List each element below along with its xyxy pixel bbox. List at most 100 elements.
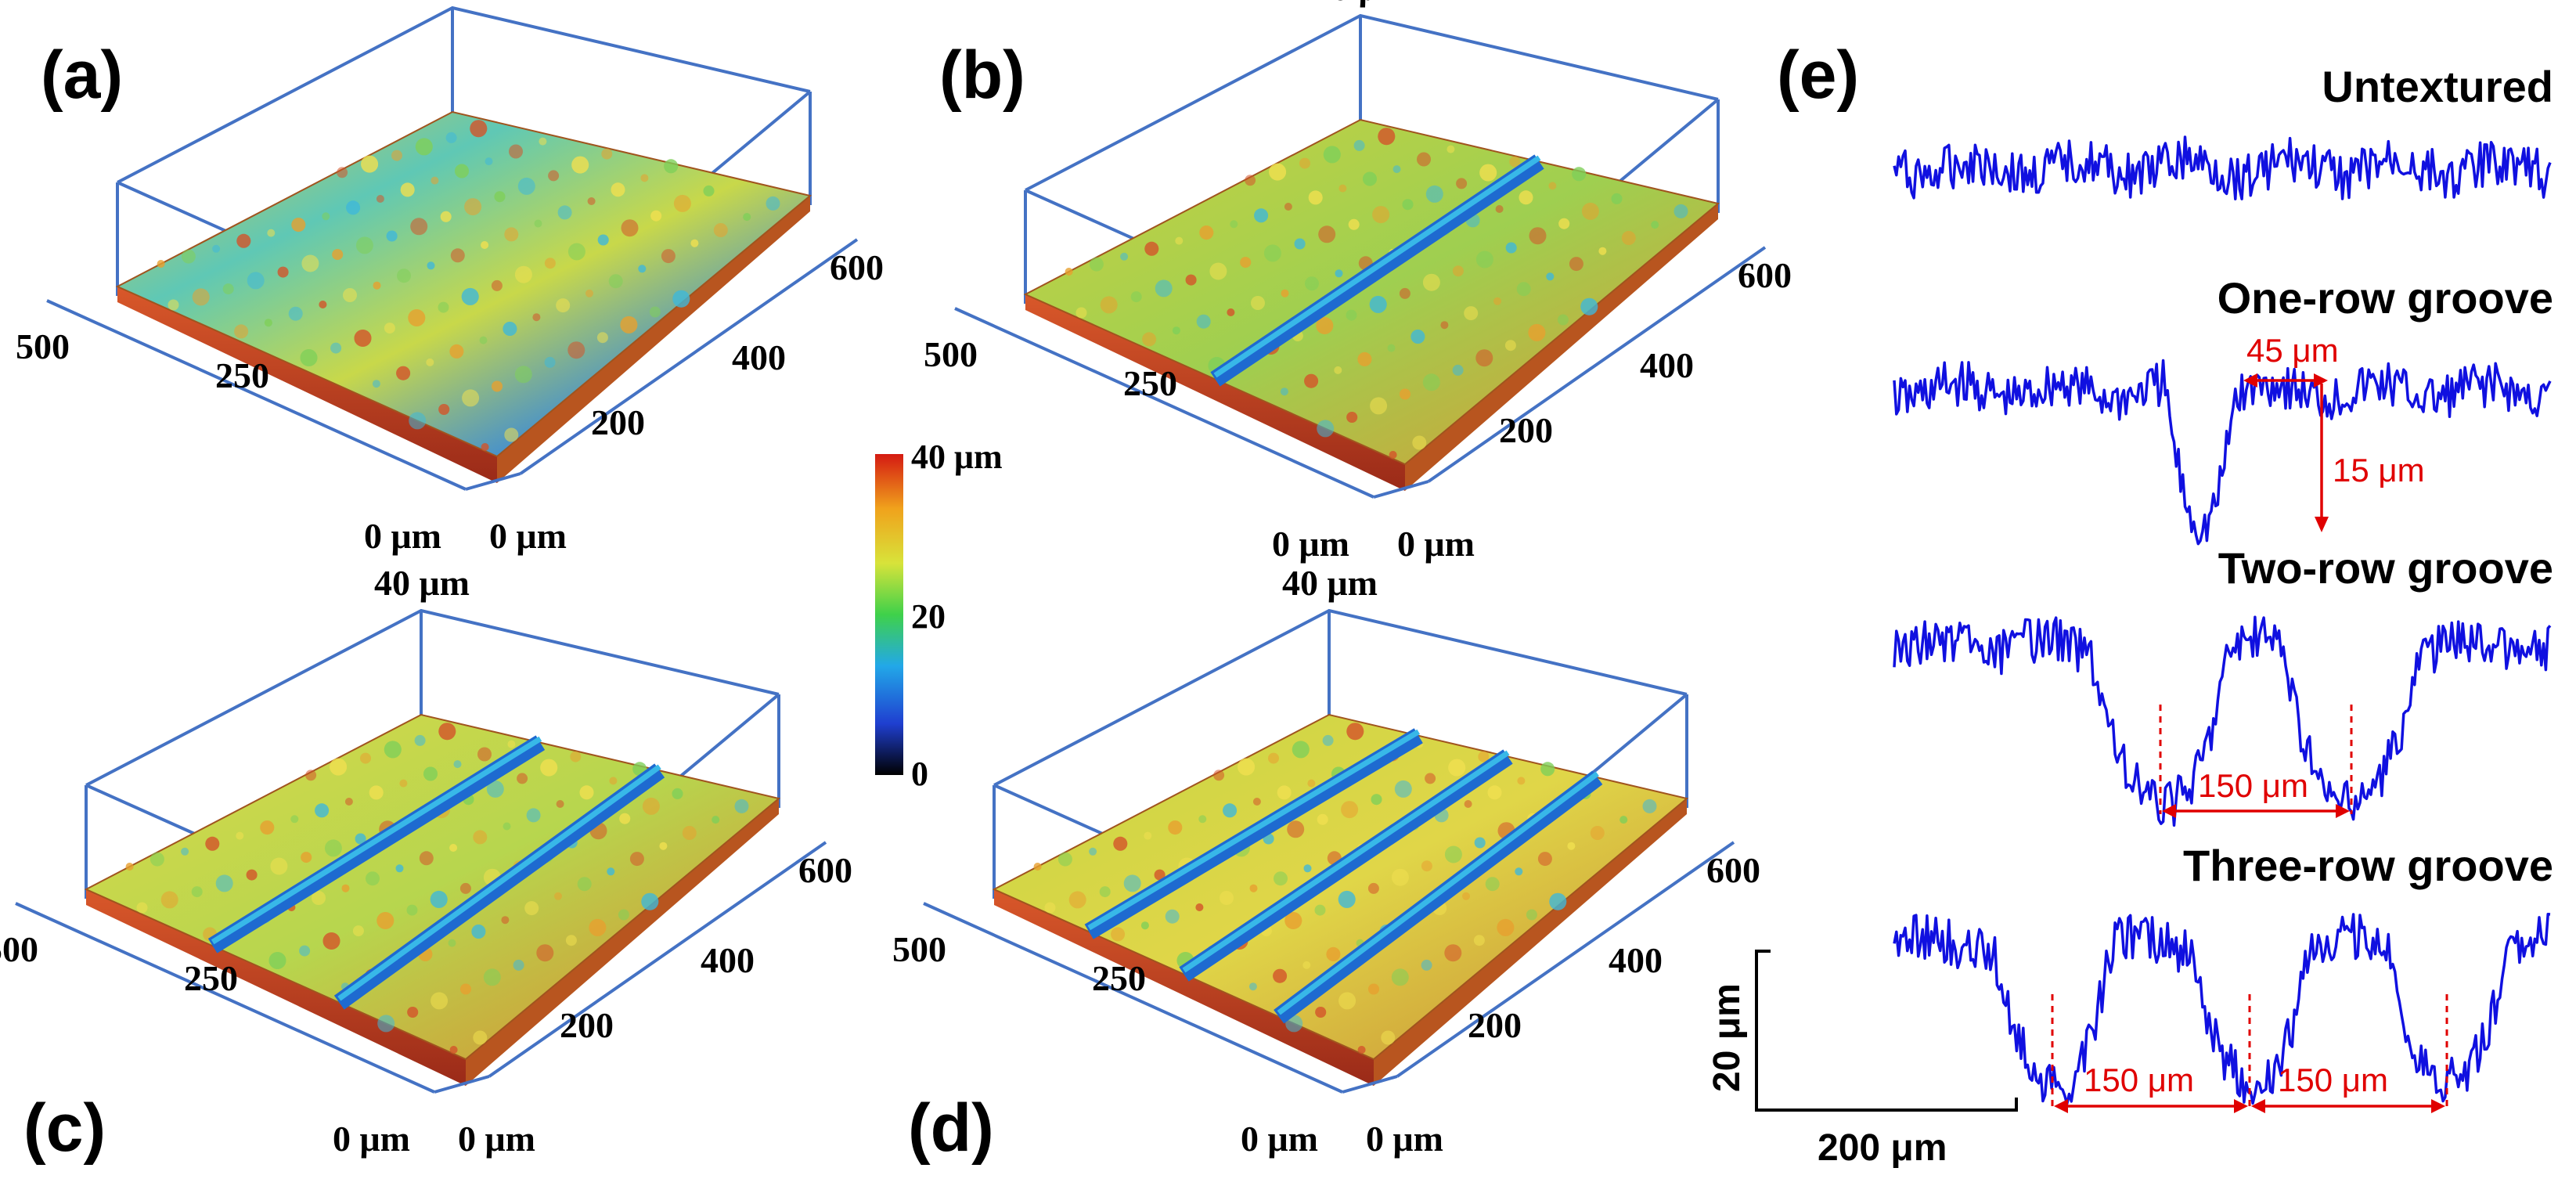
- surface-texture-speck: [1422, 273, 1440, 291]
- surface-texture-speck: [513, 959, 524, 971]
- surface-texture-speck: [455, 164, 469, 178]
- axis-y-tick-600: 600: [1706, 850, 1760, 890]
- surface-texture-speck: [1269, 163, 1287, 181]
- axis-y-tick-200: 200: [560, 1005, 614, 1045]
- surface-texture-speck: [369, 785, 384, 800]
- groove-highlight: [1182, 750, 1510, 973]
- axis-origin-y-label: 0 μm: [1366, 1119, 1443, 1159]
- surface-texture-speck: [1302, 961, 1311, 969]
- surface-texture-speck: [1391, 968, 1409, 986]
- surface-texture-speck: [376, 195, 384, 203]
- surface-texture-speck: [299, 945, 311, 957]
- axis-origin-link: [434, 1075, 490, 1094]
- axis-x-tick-500: 500: [0, 929, 38, 969]
- surface-front-left-wall: [117, 287, 497, 483]
- surface-texture-speck: [409, 412, 427, 430]
- surface-texture-speck: [526, 808, 541, 823]
- surface-texture-speck: [514, 265, 532, 283]
- surface-texture-speck: [1280, 388, 1288, 396]
- surface-texture-speck: [438, 301, 449, 313]
- surface-texture-speck: [1249, 884, 1258, 892]
- surface-texture-speck: [1558, 218, 1570, 229]
- surface-texture-speck: [557, 205, 572, 220]
- surface-texture-speck: [125, 863, 134, 871]
- colorbar-mid-label: 20: [911, 597, 946, 636]
- axis-origin-y-label: 0 μm: [1397, 524, 1475, 564]
- surface-texture-speck: [1277, 785, 1292, 800]
- surface-texture-speck: [1338, 992, 1356, 1010]
- surface-texture-speck: [734, 798, 749, 813]
- surface-texture-speck: [638, 265, 647, 273]
- surface-texture-speck: [567, 243, 585, 261]
- surface-texture-speck: [481, 241, 489, 249]
- surface-texture-speck: [514, 366, 532, 384]
- axis-y-tick-600: 600: [830, 247, 884, 287]
- surface-texture-speck: [640, 174, 649, 182]
- surface-texture-speck: [483, 968, 501, 986]
- surface-texture-speck: [386, 230, 398, 242]
- surface-front-right-wall: [497, 196, 810, 483]
- surface-texture-speck: [673, 194, 691, 212]
- surface-texture-speck: [1099, 886, 1111, 898]
- surface-texture-speck: [1338, 184, 1347, 193]
- surface-texture-speck: [1303, 864, 1312, 873]
- scale-bar: [1755, 950, 2018, 1112]
- surface-front-left-wall: [1025, 294, 1405, 491]
- surface-texture-speck: [1120, 252, 1129, 261]
- axis-y-tick-200: 200: [591, 402, 645, 442]
- surface-texture-speck: [431, 992, 449, 1010]
- surface-texture-speck: [360, 752, 371, 764]
- surface-texture-speck: [642, 797, 660, 815]
- surface-texture-speck: [1452, 265, 1464, 277]
- surface-texture-speck: [1238, 758, 1256, 776]
- surface-texture-speck: [1444, 845, 1462, 863]
- surface-texture-speck: [1381, 1030, 1396, 1045]
- surface-texture-speck: [565, 935, 577, 946]
- surface-texture-speck: [672, 290, 690, 308]
- surface-texture-speck: [288, 306, 303, 321]
- surface-texture-speck: [399, 779, 408, 788]
- surface-texture-speck: [1590, 826, 1605, 840]
- groove-highlight: [1213, 155, 1541, 378]
- surface-texture-speck: [330, 342, 342, 354]
- surface-texture-speck: [503, 322, 517, 336]
- surface-texture-speck: [1475, 251, 1493, 269]
- surface-texture-speck: [260, 820, 275, 835]
- axis-y-tick-400: 400: [1640, 345, 1694, 385]
- surface-texture-speck: [1341, 801, 1359, 819]
- surface-texture-speck: [661, 249, 676, 264]
- groove-highlight: [1087, 729, 1421, 931]
- axis-x-tick-250: 250: [1092, 958, 1146, 998]
- surface-front-right-wall: [1374, 798, 1687, 1086]
- surface-texture-speck: [577, 877, 592, 892]
- surface-texture-speck: [1474, 837, 1486, 849]
- surface-texture-speck: [136, 902, 148, 914]
- surface-texture-speck: [1144, 241, 1159, 256]
- axis-origin-x-label: 0 μm: [333, 1119, 410, 1159]
- surface-texture-speck: [649, 306, 661, 318]
- surface-texture-speck: [1323, 146, 1341, 164]
- two-row-spacing-label: 150 μm: [2198, 767, 2308, 804]
- surface-texture-speck: [1478, 751, 1490, 762]
- surface-texture-speck: [438, 723, 456, 741]
- surface-texture-speck: [1317, 420, 1335, 438]
- surface-front-left-wall: [86, 889, 466, 1086]
- surface-texture-speck: [556, 800, 564, 808]
- surface-texture-speck: [1338, 890, 1356, 908]
- surface-texture-speck: [343, 288, 357, 302]
- surface-texture-speck: [1528, 323, 1546, 341]
- surface-texture-speck: [354, 330, 372, 347]
- surface-texture-speck: [301, 254, 319, 272]
- profile-title-three-row: Three-row groove: [2183, 841, 2553, 890]
- surface-texture-speck: [1473, 935, 1485, 946]
- surface-texture-speck: [319, 301, 327, 308]
- surface-texture-speck: [1284, 203, 1292, 211]
- surface-texture-speck: [1144, 831, 1152, 840]
- surface-texture-speck: [1223, 803, 1238, 818]
- axis-y-tick-200: 200: [1468, 1005, 1522, 1045]
- surface-texture-speck: [1611, 193, 1623, 204]
- surface-texture-speck: [492, 380, 503, 392]
- groove-band: [1179, 749, 1513, 982]
- surface-texture-speck: [449, 344, 464, 359]
- surface-texture-speck: [539, 137, 547, 146]
